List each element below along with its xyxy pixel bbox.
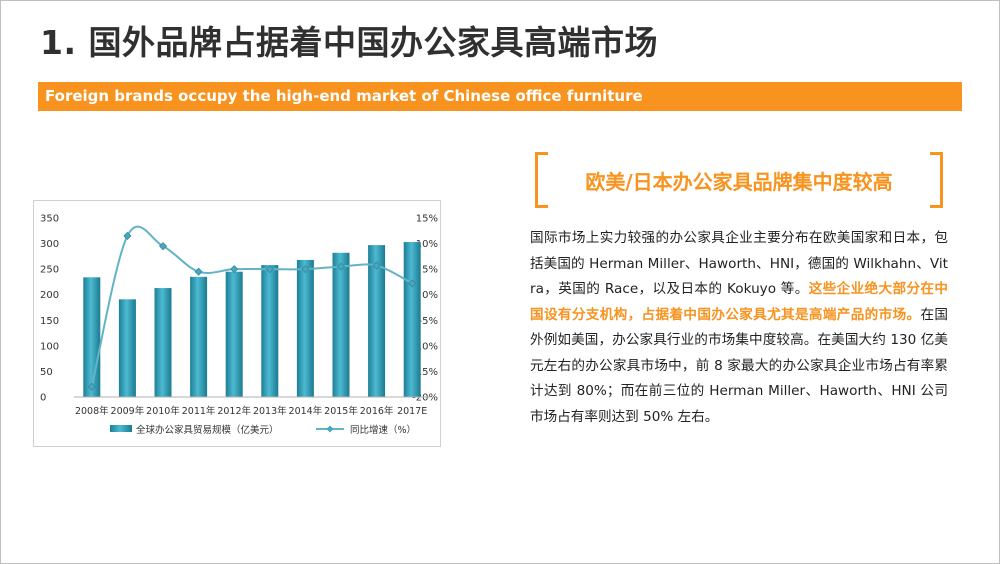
x-tick-label: 2014年 [289,405,323,417]
growth-rate-point [123,231,132,240]
x-tick-label: 2011年 [182,405,216,417]
growth-rate-point [336,262,346,271]
bar-mark [261,265,279,397]
y-right-tick-label: 10% [416,239,438,250]
growth-rate-point [87,382,96,391]
bar-mark [118,299,136,397]
y-left-tick-label: 300 [40,239,59,250]
bar-mark [83,277,101,397]
chart-container: 350 300 250 200 150 100 50 0 15% 10% 5% 0% -5% -10% -1… [33,200,441,447]
subtitle-banner: Foreign brands occupy the high-end marke… [38,82,962,111]
y-right-tick-label: 15% [416,214,438,225]
y-right-tick-label: -10% [412,341,438,352]
paragraph-part-2: 在国外例如美国，办公家具行业的市场集中度较高。在美国大约 130 亿美元左右的办… [530,306,949,425]
bar-mark [154,288,172,397]
trade-scale-chart: 350 300 250 200 150 100 50 0 15% 10% 5% 0% -5% -10% -1… [40,214,438,437]
x-tick-label: 2009年 [111,405,145,417]
bar-mark [332,252,350,397]
legend-bar-swatch [110,425,132,432]
y-right-tick-label: -20% [412,393,438,404]
legend-line-marker [326,425,334,433]
x-tick-label: 2008年 [75,405,109,417]
growth-rate-line [90,225,413,388]
growth-rate-point [230,265,239,274]
section-subtitle: 欧美/日本办公家具品牌集中度较高 [585,170,893,194]
growth-rate-point [372,261,381,270]
growth-rate-point [265,265,274,274]
y-left-tick-label: 0 [40,393,46,404]
left-bracket [535,152,548,208]
x-tick-label: 2015年 [324,405,358,417]
y-right-tick-label: 5% [422,265,438,276]
x-tick-label: 2010年 [146,405,180,417]
y-left-tick-label: 200 [40,290,59,301]
y-right-tick-label: -15% [412,367,438,378]
y-left-tick-label: 250 [40,265,59,276]
legend-line-label: 同比增速（%） [350,424,416,436]
legend-bar-label: 全球办公家具贸易规模（亿美元） [136,424,279,436]
y-left-tick-label: 100 [40,341,59,352]
growth-rate-point [408,279,417,288]
growth-rate-point [158,242,168,251]
bar-mark [225,271,243,397]
body-paragraph: 国际市场上实力较强的办公家具企业主要分布在欧美国家和日本，包括美国的 Herma… [530,226,948,430]
y-right-tick-label: 0% [422,290,438,301]
x-tick-label: 2012年 [217,405,251,417]
y-right-tick-label: -5% [419,316,438,327]
paragraph-highlight: 这些企业绝大部分在中国设有分支机构，占据着中国办公家具尤其是高端产品的市场。 [530,281,948,323]
paragraph-part-1: 国际市场上实力较强的办公家具企业主要分布在欧美国家和日本，包括美国的 Herma… [530,230,948,297]
bar-mark [296,259,314,397]
growth-rate-point [194,267,203,276]
y-left-tick-label: 150 [40,316,59,327]
x-tick-label: 2017E [397,406,427,417]
bar-mark [190,276,208,397]
y-left-tick-label: 350 [40,214,59,225]
x-tick-label: 2016年 [360,405,394,417]
y-left-tick-label: 50 [40,367,53,378]
growth-rate-point [301,265,310,274]
banner-text: Foreign brands occupy the high-end marke… [45,87,643,105]
bar-mark [403,242,421,397]
slide-title: 1. 国外品牌占据着中国办公家具高端市场 [40,23,658,62]
right-bracket [930,152,943,208]
bar-mark [368,245,386,397]
x-tick-label: 2013年 [253,405,287,417]
